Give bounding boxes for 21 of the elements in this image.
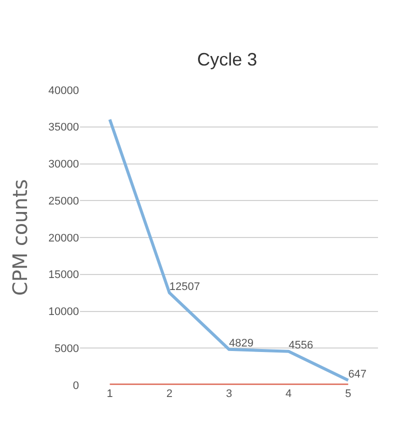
x-tick-label: 5 [345, 388, 352, 400]
y-tick-label: 0 [72, 380, 79, 392]
data-label: 647 [348, 368, 367, 380]
y-tick-label: 5000 [54, 342, 79, 355]
data-label: 4556 [288, 340, 314, 352]
y-tick-label: 10000 [48, 306, 79, 318]
x-tick-label: 3 [226, 388, 232, 400]
y-tick-label: 40000 [48, 84, 79, 97]
y-axis-title: CPM counts [8, 179, 32, 296]
x-tick-label: 2 [166, 388, 172, 400]
x-tick-label: 1 [106, 388, 113, 400]
y-tick-label: 15000 [48, 269, 79, 282]
data-label: 12507 [169, 281, 200, 294]
x-tick-label: 4 [286, 388, 292, 400]
y-tick-label: 20000 [48, 232, 79, 244]
y-tick-label: 30000 [48, 158, 79, 171]
line-series [108, 118, 350, 382]
y-tick-label: 35000 [48, 122, 79, 134]
data-label: 4829 [229, 338, 254, 350]
y-tick-label: 25000 [48, 195, 79, 208]
chart-title: Cycle 3 [197, 49, 258, 70]
